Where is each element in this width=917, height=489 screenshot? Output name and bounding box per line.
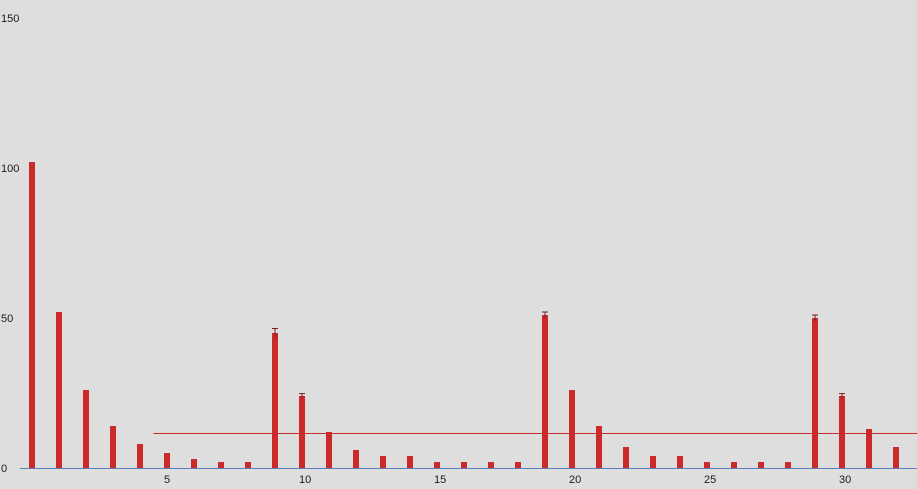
bar [191, 459, 197, 468]
bar [245, 462, 251, 468]
bar [326, 432, 332, 468]
bar [353, 450, 359, 468]
x-axis-tick-labels: 5 10 15 20 25 30 [164, 474, 851, 486]
bar [434, 462, 440, 468]
error-bars-group [272, 311, 845, 399]
bar [812, 318, 818, 468]
bar [569, 390, 575, 468]
bar [839, 396, 845, 468]
x-tick-label: 30 [839, 474, 851, 486]
bar [893, 447, 899, 468]
bar [677, 456, 683, 468]
bar [164, 453, 170, 468]
bar [488, 462, 494, 468]
bar [56, 312, 62, 468]
bar [218, 462, 224, 468]
y-tick-label: 50 [1, 313, 13, 325]
bar [137, 444, 143, 468]
y-axis-tick-labels: 0 50 100 150 [1, 13, 19, 475]
bar [461, 462, 467, 468]
bar [407, 456, 413, 468]
bar [731, 462, 737, 468]
x-tick-label: 20 [569, 474, 581, 486]
x-tick-label: 5 [164, 474, 170, 486]
bars-group [29, 162, 899, 468]
bar [758, 462, 764, 468]
bar [110, 426, 116, 468]
bar [542, 315, 548, 468]
bar [785, 462, 791, 468]
y-tick-label: 150 [1, 13, 19, 25]
bar [515, 462, 521, 468]
bar [704, 462, 710, 468]
bar [866, 429, 872, 468]
bar [299, 396, 305, 468]
y-tick-label: 100 [1, 163, 19, 175]
bar [29, 162, 35, 468]
bar [380, 456, 386, 468]
bar [650, 456, 656, 468]
x-tick-label: 15 [434, 474, 446, 486]
bar [272, 333, 278, 468]
y-tick-label: 0 [1, 463, 7, 475]
x-tick-label: 10 [299, 474, 311, 486]
bar [83, 390, 89, 468]
bar [596, 426, 602, 468]
bar [623, 447, 629, 468]
x-tick-label: 25 [704, 474, 716, 486]
